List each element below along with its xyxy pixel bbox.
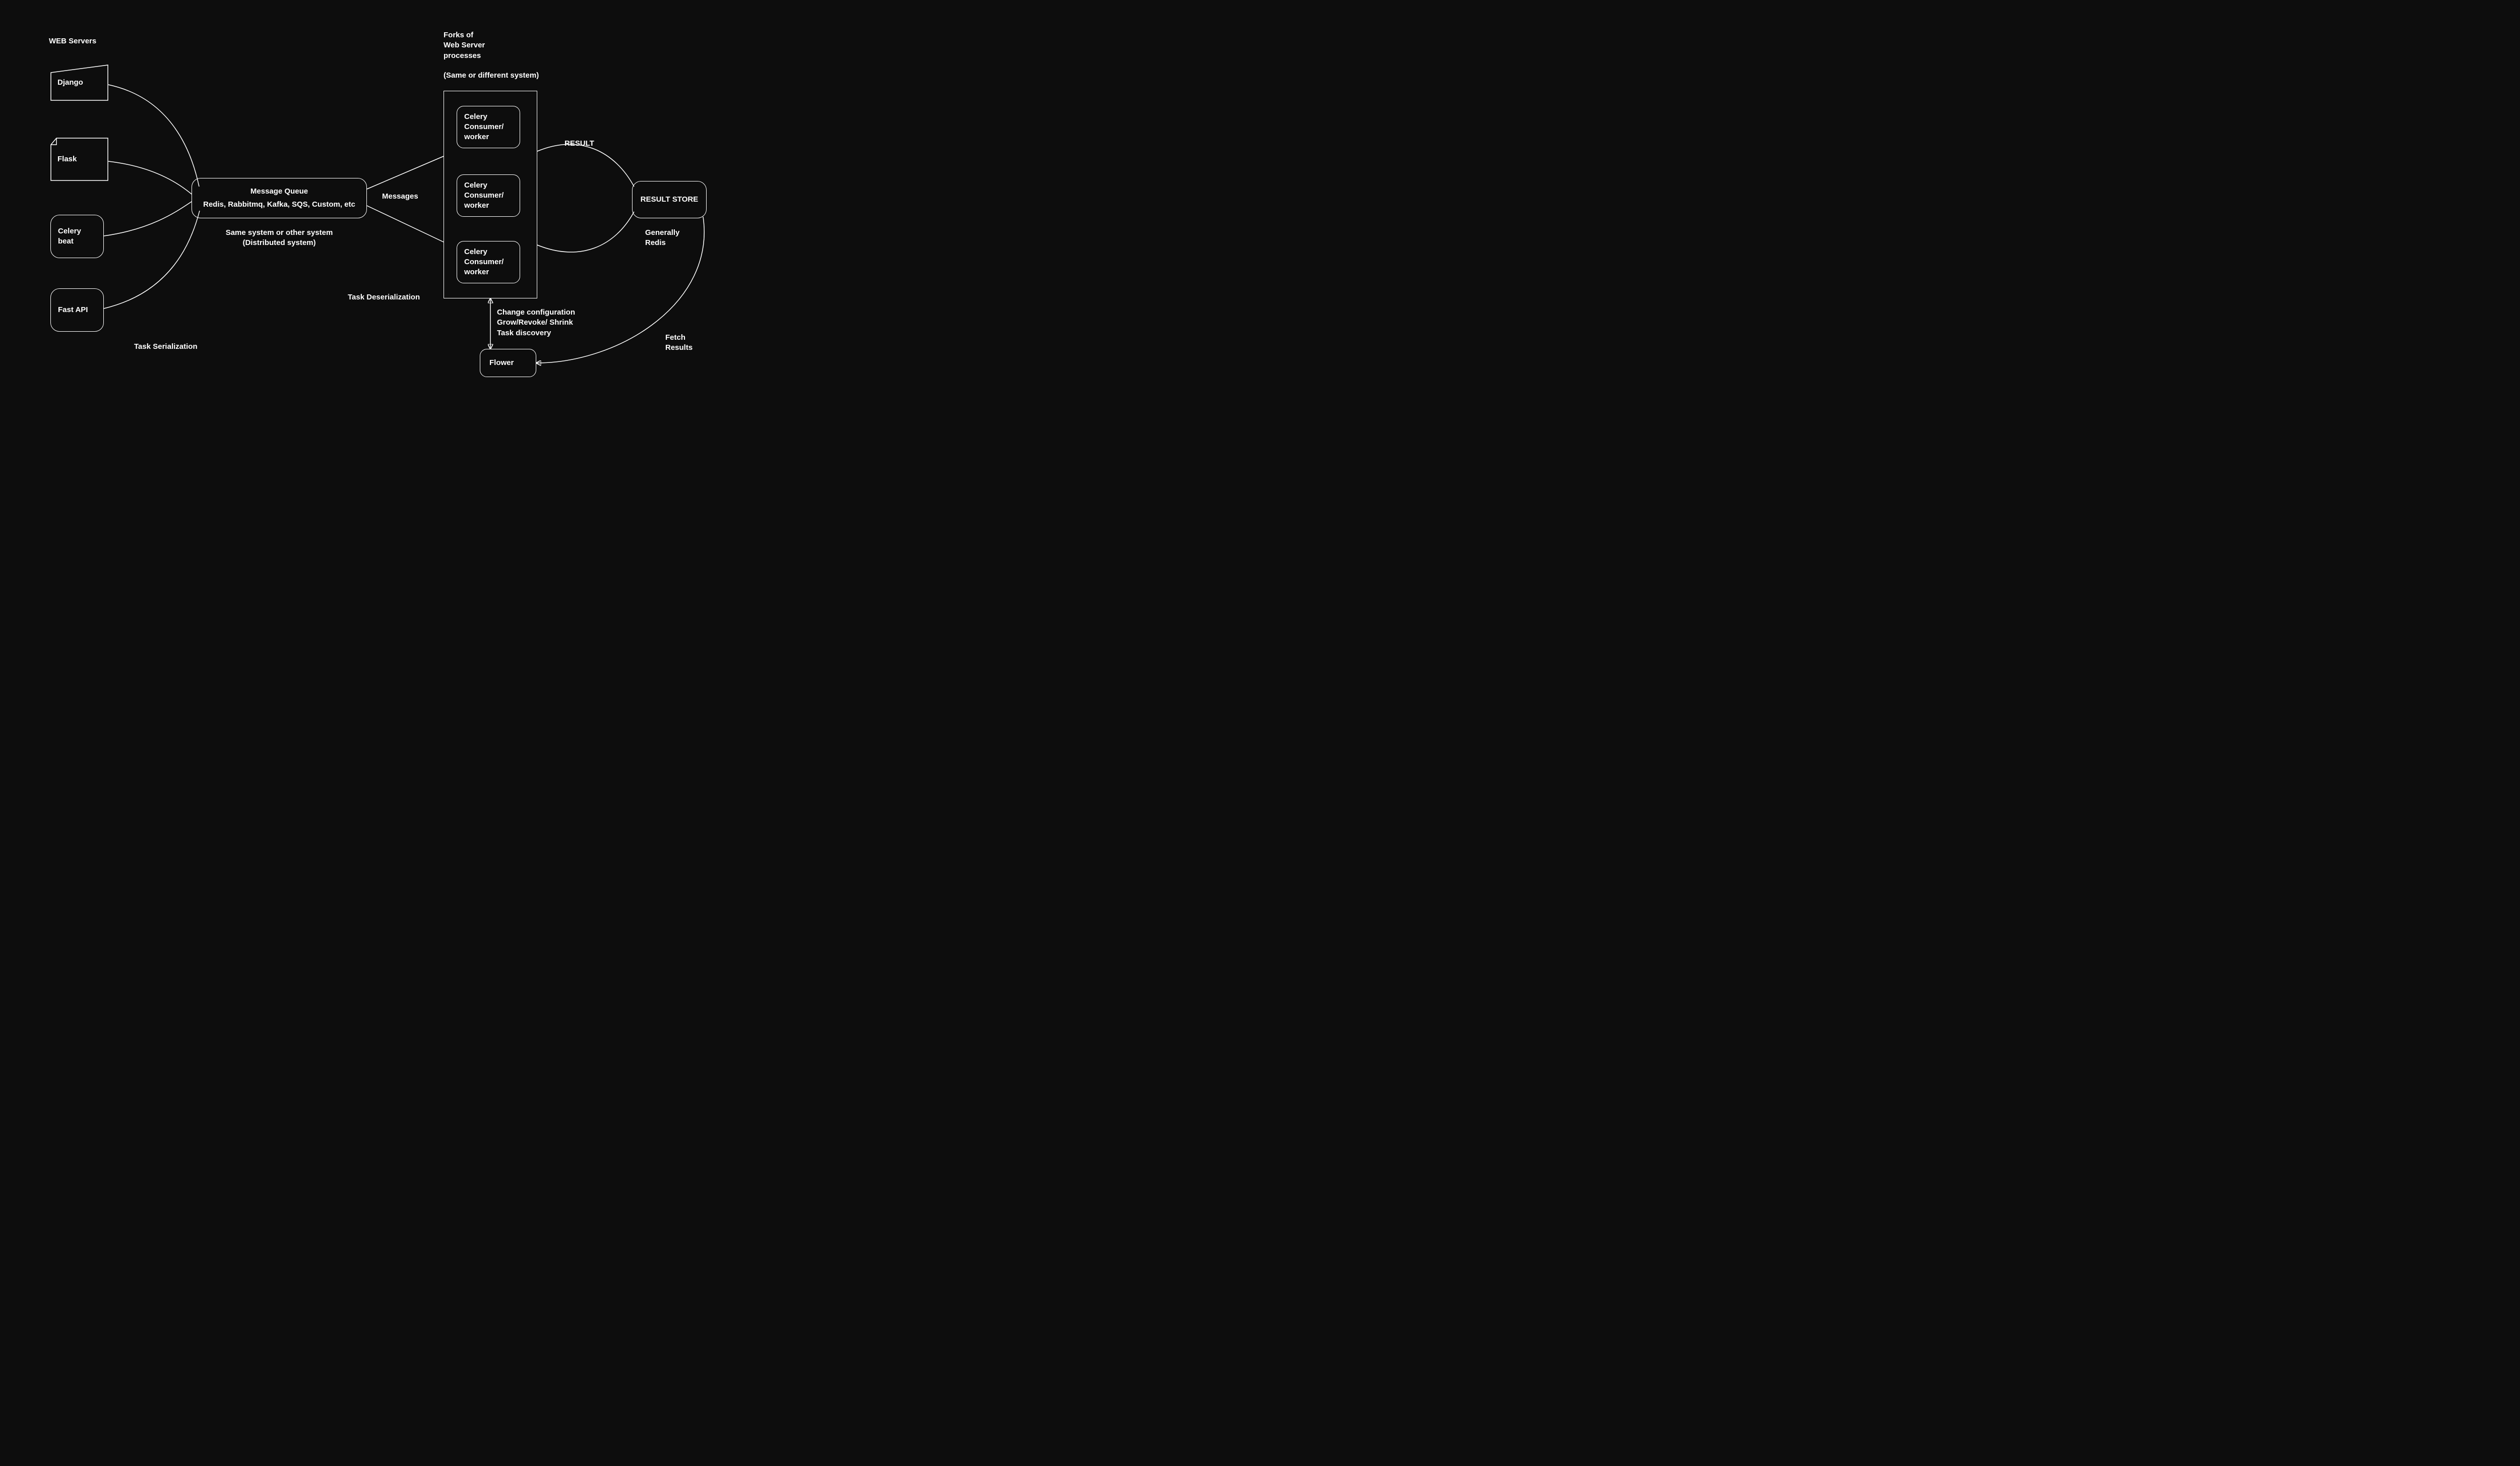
edge-mq-cluster-top [367,156,444,189]
mq-note: Same system or other system (Distributed… [218,228,341,249]
node-worker-3: Celery Consumer/ worker [457,241,520,283]
node-django: Django [50,65,108,101]
edge-cluster-resultstore-bot [537,212,634,252]
result-label: RESULT [564,139,594,149]
node-celery-beat: Celery beat [50,215,104,258]
flower-ops-label: Change configuration Grow/Revoke/ Shrink… [497,308,575,338]
flower-label: Flower [480,358,536,368]
edge-mq-cluster-bot [367,206,444,242]
edge-flask-mq [108,161,192,194]
messages-label: Messages [382,192,418,202]
node-message-queue: Message Queue Redis, Rabbitmq, Kafka, SQ… [192,178,367,218]
worker-1-label: Celery Consumer/ worker [457,112,520,143]
forks-header-line1: Forks of Web Server processes [444,30,485,61]
worker-3-label: Celery Consumer/ worker [457,247,520,278]
mq-sub: Redis, Rabbitmq, Kafka, SQS, Custom, etc [196,200,362,210]
task-deserialization-label: Task Deserialization [348,292,420,302]
node-django-label: Django [50,78,108,88]
node-flower: Flower [480,349,536,377]
node-flask: Flask [50,138,108,181]
edge-django-mq [108,85,199,187]
worker-2-label: Celery Consumer/ worker [457,180,520,211]
edge-celerybeat-mq [104,202,192,236]
forks-header-line2: (Same or different system) [444,71,539,81]
node-worker-2: Celery Consumer/ worker [457,174,520,217]
edge-fastapi-mq [104,211,200,309]
result-store-note: Generally Redis [645,228,679,249]
node-fast-api-label: Fast API [51,305,103,315]
node-fast-api: Fast API [50,288,104,332]
fetch-results-label: Fetch Results [665,333,692,353]
mq-title: Message Queue [243,187,315,197]
node-celery-beat-label: Celery beat [51,226,103,247]
result-store-label: RESULT STORE [634,195,705,205]
node-flask-label: Flask [50,154,108,164]
web-servers-header: WEB Servers [49,36,96,46]
node-worker-1: Celery Consumer/ worker [457,106,520,148]
task-serialization-label: Task Serialization [134,342,198,352]
edge-cluster-resultstore-top [537,144,634,187]
celery-architecture-diagram: WEB Servers Forks of Web Server processe… [0,0,756,411]
node-result-store: RESULT STORE [632,181,707,218]
